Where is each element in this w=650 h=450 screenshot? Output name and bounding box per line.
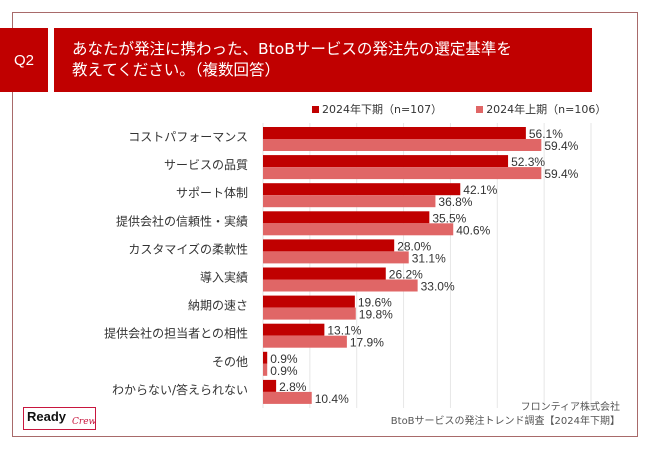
bar-2024-h1: [263, 195, 436, 208]
title-line-2: 教えてください。（複数回答）: [72, 61, 281, 79]
value-labels: 56.1%59.4%52.3%59.4%42.1%36.8%35.5%40.6%…: [270, 127, 578, 406]
bar-2024-h1: [263, 391, 312, 404]
category-label: 導入実績: [200, 270, 248, 285]
bar-2024-h2: [263, 323, 325, 336]
category-label: その他: [212, 355, 248, 369]
category-label: 提供会社の担当者との相性: [104, 326, 248, 341]
bar-2024-h2: [263, 239, 395, 252]
logo-word-crew: Crew: [72, 417, 97, 427]
bar-2024-h2: [263, 155, 509, 168]
logo-word-ready: Ready: [27, 409, 67, 424]
category-label: カスタマイズの柔軟性: [128, 241, 248, 256]
value-label-2024-h1: 36.8%: [438, 195, 472, 209]
value-label-2024-h2: 35.5%: [432, 211, 466, 225]
legend-item-2024-h2: 2024年下期（n=107）: [312, 101, 442, 117]
category-label: 提供会社の信頼性・実績: [116, 213, 248, 228]
category-label: わからない/答えられない: [112, 382, 248, 397]
value-label-2024-h2: 28.0%: [397, 239, 431, 253]
value-label-2024-h1: 0.9%: [270, 364, 298, 378]
bar-2024-h2: [263, 183, 461, 196]
category-labels: コストパフォーマンスサービスの品質サポート体制提供会社の信頼性・実績カスタマイズ…: [104, 130, 248, 397]
bar-2024-h1: [263, 139, 542, 151]
value-label-2024-h1: 31.1%: [412, 251, 446, 265]
value-label-2024-h2: 56.1%: [529, 127, 563, 141]
readycrew-logo: Ready Crew: [23, 407, 96, 430]
source-survey: BtoBサービスの発注トレンド調査【2024年下期】: [390, 416, 620, 427]
value-label-2024-h1: 40.6%: [456, 223, 490, 237]
value-label-2024-h2: 13.1%: [327, 324, 361, 338]
bar-2024-h2: [263, 211, 430, 224]
legend-label-2024-h1: 2024年上期（n=106）: [486, 103, 607, 116]
question-badge: Q2: [0, 28, 48, 92]
bar-2024-h2: [263, 127, 526, 139]
bar-2024-h2: [263, 267, 386, 280]
bar-2024-h1: [263, 279, 418, 292]
legend-swatch-2024-h1: [476, 105, 484, 113]
value-label-2024-h2: 42.1%: [463, 183, 497, 197]
legend-label-2024-h2: 2024年下期（n=107）: [322, 103, 443, 116]
bar-2024-h1: [263, 223, 454, 236]
value-label-2024-h1: 19.8%: [359, 308, 393, 322]
legend-item-2024-h1: 2024年上期（n=106）: [476, 101, 606, 117]
value-label-2024-h2: 0.9%: [270, 352, 298, 366]
value-label-2024-h1: 59.4%: [544, 167, 578, 181]
value-label-2024-h2: 26.2%: [389, 268, 423, 282]
bars: [263, 127, 542, 404]
value-label-2024-h2: 52.3%: [511, 155, 545, 169]
bar-2024-h2: [263, 379, 277, 392]
bar-2024-h1: [263, 167, 542, 180]
bar-2024-h1: [263, 335, 347, 348]
slide-frame: [12, 12, 638, 437]
bar-2024-h2: [263, 351, 268, 364]
category-label: サポート体制: [176, 186, 248, 200]
value-label-2024-h1: 10.4%: [315, 392, 349, 406]
bar-2024-h1: [263, 363, 268, 376]
source-note: フロンティア株式会社 BtoBサービスの発注トレンド調査【2024年下期】: [391, 401, 620, 429]
bar-2024-h1: [263, 307, 356, 320]
value-label-2024-h1: 33.0%: [421, 280, 455, 294]
bar-2024-h2: [263, 295, 355, 308]
chart-legend: 2024年下期（n=107） 2024年上期（n=106）: [312, 101, 606, 117]
value-label-2024-h2: 19.6%: [358, 296, 392, 310]
value-label-2024-h1: 17.9%: [350, 336, 384, 350]
source-company: フロンティア株式会社: [520, 402, 620, 413]
question-title: あなたが発注に携わった、BtoBサービスの発注先の選定基準を 教えてください。（…: [54, 28, 592, 92]
category-label: コストパフォーマンス: [128, 130, 248, 144]
title-line-1: あなたが発注に携わった、BtoBサービスの発注先の選定基準を: [72, 40, 512, 58]
question-id: Q2: [13, 51, 34, 69]
value-label-2024-h2: 2.8%: [279, 380, 307, 394]
legend-swatch-2024-h2: [312, 105, 319, 113]
value-label-2024-h1: 59.4%: [544, 139, 578, 153]
category-label: 納期の速さ: [188, 299, 248, 313]
category-label: サービスの品質: [164, 157, 248, 172]
bar-2024-h1: [263, 251, 409, 264]
